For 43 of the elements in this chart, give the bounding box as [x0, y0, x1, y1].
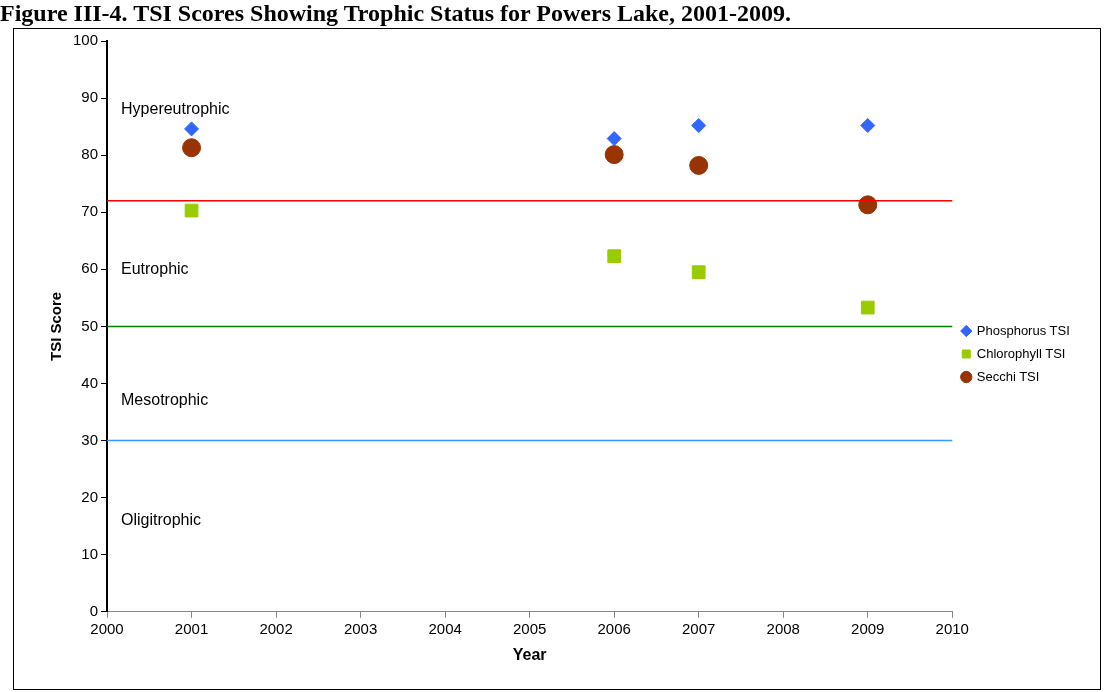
y-tick-label: 30	[81, 430, 99, 448]
annotation: Hypereutrophic	[121, 99, 230, 117]
point	[860, 300, 875, 315]
y-tick-label: 70	[81, 202, 99, 220]
point	[689, 155, 709, 175]
chart-title: Figure III-4. TSI Scores Showing Trophic Status for Powers Lake, 2001-2009.	[0, 0, 792, 27]
y-tick-label: 80	[81, 145, 99, 163]
x-tick-label: 2001	[174, 619, 209, 637]
legend-label: Phosphorus TSI	[976, 322, 1070, 338]
x-tick-label: 2008	[766, 619, 800, 637]
y-tick-label: 60	[81, 259, 99, 277]
annotation: Eutrophic	[121, 259, 189, 277]
y-tick-label: 40	[81, 373, 99, 391]
x-tick-label: 2009	[851, 619, 885, 637]
x-tick-label: 2010	[935, 619, 969, 637]
x-tick-label: 2007	[682, 619, 716, 637]
legend-label: Chlorophyll TSI	[976, 345, 1066, 361]
point	[606, 131, 622, 147]
point	[607, 249, 622, 264]
point	[860, 117, 876, 133]
point	[182, 138, 202, 158]
x-tick-label: 2003	[343, 619, 378, 637]
point	[184, 121, 200, 137]
legend-label: Secchi TSI	[976, 368, 1040, 384]
x-axis-title: Year	[512, 645, 547, 663]
y-tick-label: 50	[81, 316, 99, 334]
y-axis-title: TSI Score	[47, 291, 65, 361]
x-tick-label: 2006	[597, 619, 631, 637]
point	[184, 203, 199, 218]
annotation: Mesotrophic	[121, 391, 209, 409]
annotation: Oligitrophic	[121, 510, 202, 528]
point	[604, 145, 624, 165]
x-tick-label: 2004	[428, 619, 462, 637]
point	[691, 265, 706, 280]
x-tick-label: 2002	[259, 619, 293, 637]
x-tick-label: 2000	[90, 619, 124, 637]
y-tick-label: 20	[81, 487, 99, 505]
y-tick-label: 0	[89, 601, 99, 619]
point	[691, 117, 707, 133]
x-tick-label: 2005	[512, 619, 547, 637]
y-tick-label: 100	[73, 31, 99, 49]
y-tick-label: 90	[81, 88, 99, 106]
y-tick-label: 10	[81, 544, 99, 562]
